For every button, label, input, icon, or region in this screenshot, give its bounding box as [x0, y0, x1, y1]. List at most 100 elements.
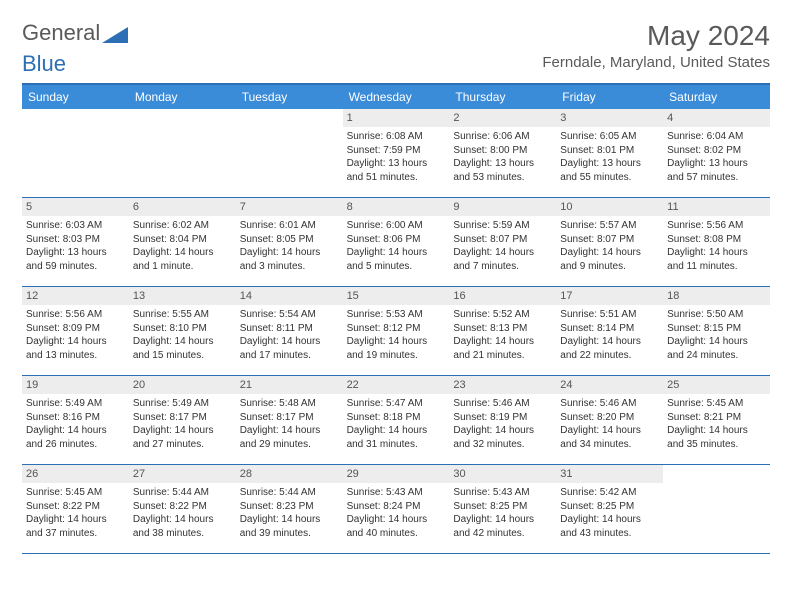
daylight-line: Daylight: 14 hours and 35 minutes. [667, 424, 766, 451]
sunrise-line: Sunrise: 5:47 AM [347, 397, 446, 411]
sunset-line: Sunset: 8:11 PM [240, 322, 339, 336]
sunrise-line: Sunrise: 5:56 AM [667, 219, 766, 233]
sunset-line: Sunset: 8:09 PM [26, 322, 125, 336]
calendar-cell: 25 Sunrise: 5:45 AMSunset: 8:21 PMDayligh… [663, 376, 770, 464]
day-number: 7 [236, 198, 343, 216]
calendar-cell: 6Sunrise: 6:02 AMSunset: 8:04 PMDaylight… [129, 198, 236, 286]
daylight-line: Daylight: 14 hours and 1 minute. [133, 246, 232, 273]
day-number: 15 [343, 287, 450, 305]
sunset-line: Sunset: 8:04 PM [133, 233, 232, 247]
calendar-cell: 19Sunrise: 5:49 AMSunset: 8:16 PMDayligh… [22, 376, 129, 464]
sunrise-line: Sunrise: 6:03 AM [26, 219, 125, 233]
calendar-cell: 12Sunrise: 5:56 AMSunset: 8:09 PMDayligh… [22, 287, 129, 375]
sunset-line: Sunset: 8:05 PM [240, 233, 339, 247]
brand-logo: General [22, 20, 128, 46]
sunrise-line: Sunrise: 5:45 AM [26, 486, 125, 500]
day-number: 30 [449, 465, 556, 483]
location-subtitle: Ferndale, Maryland, United States [542, 54, 770, 71]
day-number: 13 [129, 287, 236, 305]
daylight-line: Daylight: 14 hours and 43 minutes. [560, 513, 659, 540]
month-title: May 2024 [542, 20, 770, 52]
sunset-line: Sunset: 8:12 PM [347, 322, 446, 336]
calendar-cell: 4Sunrise: 6:04 AMSunset: 8:02 PMDaylight… [663, 109, 770, 197]
sunrise-line: Sunrise: 5:48 AM [240, 397, 339, 411]
calendar-cell: 26Sunrise: 5:45 AMSunset: 8:22 PMDayligh… [22, 465, 129, 553]
sunset-line: Sunset: 8:15 PM [667, 322, 766, 336]
sunset-line: Sunset: 8:19 PM [453, 411, 552, 425]
day-number: 19 [22, 376, 129, 394]
sunrise-line: Sunrise: 5:55 AM [133, 308, 232, 322]
day-number: 31 [556, 465, 663, 483]
daylight-line: Daylight: 14 hours and 7 minutes. [453, 246, 552, 273]
calendar-cell: 21Sunrise: 5:48 AMSunset: 8:17 PMDayligh… [236, 376, 343, 464]
sunset-line: Sunset: 8:21 PM [667, 411, 766, 425]
calendar-cell: 31Sunrise: 5:42 AMSunset: 8:25 PMDayligh… [556, 465, 663, 553]
sunrise-line: Sunrise: 5:59 AM [453, 219, 552, 233]
sunset-line: Sunset: 8:00 PM [453, 144, 552, 158]
logo-triangle-icon [102, 25, 128, 43]
day-number: 6 [129, 198, 236, 216]
sunset-line: Sunset: 8:20 PM [560, 411, 659, 425]
weekday-header: Friday [556, 85, 663, 109]
daylight-line: Daylight: 14 hours and 29 minutes. [240, 424, 339, 451]
day-number: 9 [449, 198, 556, 216]
weekday-header: Sunday [22, 85, 129, 109]
daylight-line: Daylight: 14 hours and 19 minutes. [347, 335, 446, 362]
day-number: 18 [663, 287, 770, 305]
day-number: 29 [343, 465, 450, 483]
day-number: 1 [343, 109, 450, 127]
sunset-line: Sunset: 8:13 PM [453, 322, 552, 336]
sunrise-line: Sunrise: 5:56 AM [26, 308, 125, 322]
daylight-line: Daylight: 14 hours and 34 minutes. [560, 424, 659, 451]
daylight-line: Daylight: 13 hours and 53 minutes. [453, 157, 552, 184]
sunset-line: Sunset: 8:24 PM [347, 500, 446, 514]
calendar-week-row: 1Sunrise: 6:08 AMSunset: 7:59 PMDaylight… [22, 109, 770, 198]
sunrise-line: Sunrise: 5:45 AM [667, 397, 766, 411]
sunset-line: Sunset: 8:14 PM [560, 322, 659, 336]
day-number: 26 [22, 465, 129, 483]
sunrise-line: Sunrise: 5:52 AM [453, 308, 552, 322]
sunset-line: Sunset: 8:08 PM [667, 233, 766, 247]
brand-part2: Blue [22, 51, 66, 77]
day-number: 27 [129, 465, 236, 483]
sunrise-line: Sunrise: 6:04 AM [667, 130, 766, 144]
sunset-line: Sunset: 8:03 PM [26, 233, 125, 247]
calendar-cell: 29Sunrise: 5:43 AMSunset: 8:24 PMDayligh… [343, 465, 450, 553]
daylight-line: Daylight: 14 hours and 13 minutes. [26, 335, 125, 362]
sunrise-line: Sunrise: 5:57 AM [560, 219, 659, 233]
brand-part1: General [22, 20, 100, 46]
sunrise-line: Sunrise: 6:00 AM [347, 219, 446, 233]
daylight-line: Daylight: 13 hours and 59 minutes. [26, 246, 125, 273]
day-number: 2 [449, 109, 556, 127]
sunrise-line: Sunrise: 5:49 AM [26, 397, 125, 411]
calendar-cell: 8Sunrise: 6:00 AMSunset: 8:06 PMDaylight… [343, 198, 450, 286]
weekday-header: Tuesday [236, 85, 343, 109]
day-number: 25 [663, 376, 770, 394]
daylight-line: Daylight: 13 hours and 51 minutes. [347, 157, 446, 184]
calendar-weeks: 1Sunrise: 6:08 AMSunset: 7:59 PMDaylight… [22, 109, 770, 554]
calendar-cell: 7 Sunrise: 6:01 AMSunset: 8:05 PMDaylight… [236, 198, 343, 286]
calendar-cell [22, 109, 129, 197]
sunrise-line: Sunrise: 6:06 AM [453, 130, 552, 144]
daylight-line: Daylight: 14 hours and 38 minutes. [133, 513, 232, 540]
sunrise-line: Sunrise: 5:46 AM [560, 397, 659, 411]
day-number: 20 [129, 376, 236, 394]
calendar-cell [663, 465, 770, 553]
weekday-header: Thursday [449, 85, 556, 109]
day-number: 16 [449, 287, 556, 305]
day-number: 5 [22, 198, 129, 216]
sunrise-line: Sunrise: 5:44 AM [133, 486, 232, 500]
calendar-cell: 20Sunrise: 5:49 AMSunset: 8:17 PMDayligh… [129, 376, 236, 464]
sunrise-line: Sunrise: 5:44 AM [240, 486, 339, 500]
daylight-line: Daylight: 14 hours and 40 minutes. [347, 513, 446, 540]
calendar-cell: 15Sunrise: 5:53 AMSunset: 8:12 PMDayligh… [343, 287, 450, 375]
sunrise-line: Sunrise: 6:01 AM [240, 219, 339, 233]
daylight-line: Daylight: 14 hours and 37 minutes. [26, 513, 125, 540]
daylight-line: Daylight: 14 hours and 39 minutes. [240, 513, 339, 540]
sunrise-line: Sunrise: 5:46 AM [453, 397, 552, 411]
sunrise-line: Sunrise: 5:42 AM [560, 486, 659, 500]
daylight-line: Daylight: 14 hours and 3 minutes. [240, 246, 339, 273]
sunrise-line: Sunrise: 5:54 AM [240, 308, 339, 322]
day-number: 21 [236, 376, 343, 394]
daylight-line: Daylight: 14 hours and 21 minutes. [453, 335, 552, 362]
